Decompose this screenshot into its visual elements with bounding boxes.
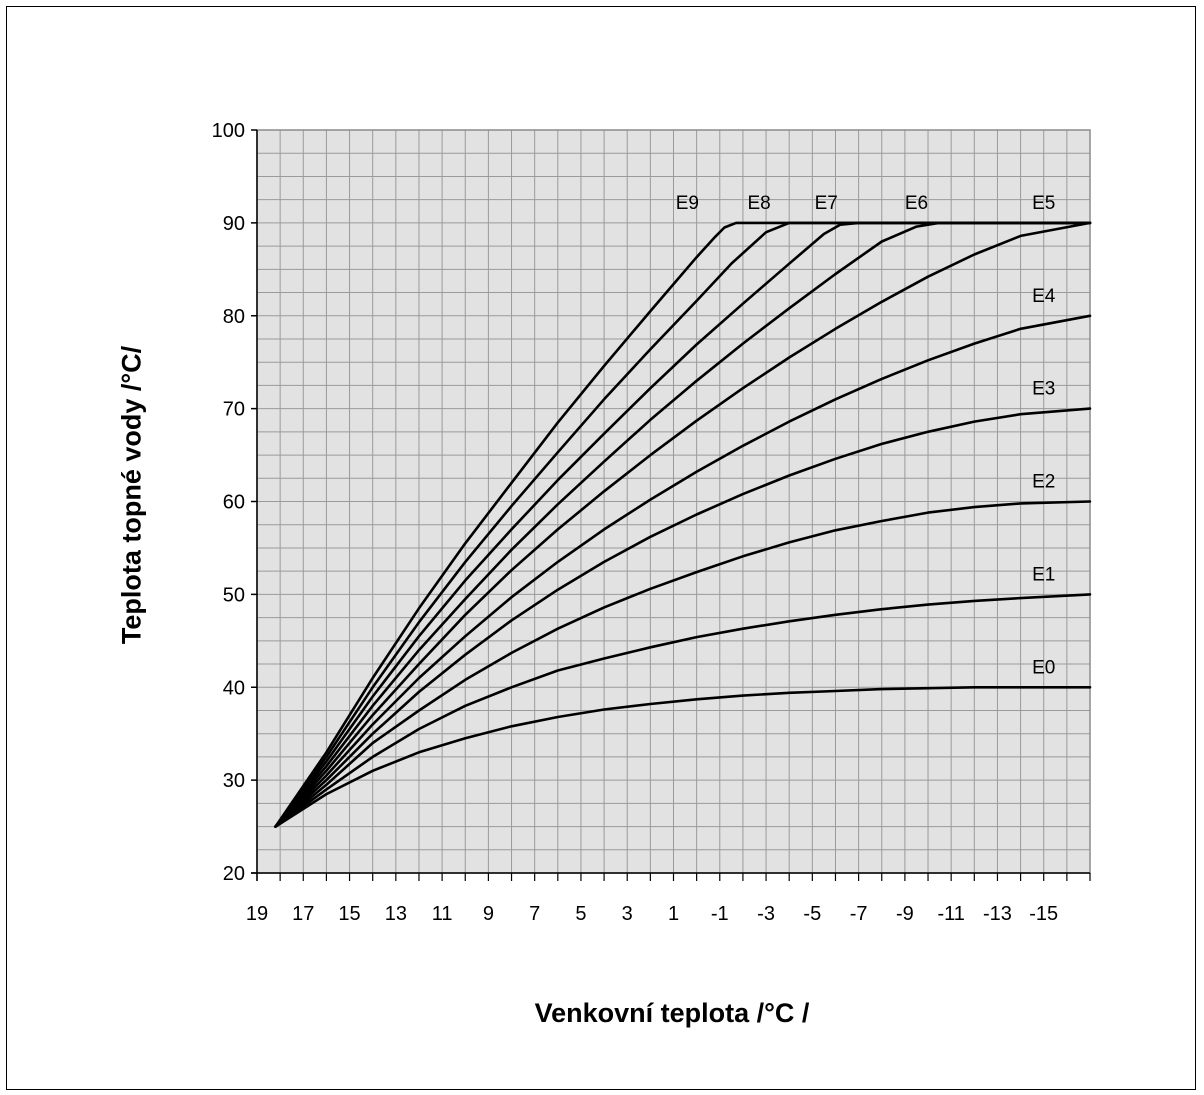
series-labels: E0 E1 E2 E3 E4 E5 E6 E7 E8 E9 xyxy=(676,193,1056,678)
x-tick-label: 19 xyxy=(246,903,268,925)
series-line-e8 xyxy=(274,221,1092,828)
x-tick-label: 3 xyxy=(622,903,633,925)
x-tick-label: 17 xyxy=(292,903,314,925)
x-tick-label: 15 xyxy=(338,903,360,925)
chart-frame xyxy=(6,6,1196,1090)
x-tick-label: 11 xyxy=(432,903,453,925)
x-tick-label: 9 xyxy=(483,903,494,925)
x-tick-label: 5 xyxy=(575,903,586,925)
y-tick-label: 70 xyxy=(223,399,245,421)
y-axis-title: Teplota topné vody /°C/ xyxy=(116,345,147,645)
series-line-e3 xyxy=(274,407,1092,828)
x-tick-label: -13 xyxy=(983,903,1012,925)
series-lines xyxy=(274,221,1092,828)
x-tick-label: 1 xyxy=(668,903,679,925)
y-tick-label: 20 xyxy=(223,863,245,885)
x-tick-label: 13 xyxy=(385,903,407,925)
x-tick-label: -5 xyxy=(803,903,821,925)
x-tick-label: -3 xyxy=(757,903,775,925)
series-label-e8: E8 xyxy=(747,193,770,214)
y-tick-label: 40 xyxy=(223,677,245,699)
x-tick-label: -9 xyxy=(896,903,914,925)
series-label-e9: E9 xyxy=(676,193,699,214)
series-label-e1: E1 xyxy=(1032,564,1055,585)
series-line-e5 xyxy=(274,221,1092,828)
series-label-e5: E5 xyxy=(1032,193,1055,214)
y-tick-label: 50 xyxy=(223,584,245,606)
x-tick-label: -1 xyxy=(711,903,729,925)
x-tick-label: -15 xyxy=(1029,903,1058,925)
y-tick-label: 100 xyxy=(212,120,245,142)
y-tick-label: 60 xyxy=(223,492,245,514)
series-label-e4: E4 xyxy=(1032,286,1056,307)
series-label-e2: E2 xyxy=(1032,472,1055,493)
x-tick-label: 7 xyxy=(529,903,540,925)
series-line-e7 xyxy=(274,221,1092,828)
x-axis-title: Venkovní teplota /°C / xyxy=(534,998,810,1028)
series-label-e7: E7 xyxy=(815,193,838,214)
y-tick-label: 80 xyxy=(223,306,245,328)
y-tick-label: 30 xyxy=(223,770,245,792)
tick-labels: 20 30 40 50 60 70 80 90 100 19 17 15 13 11 9 7 5 3 1 -1 -3 -5… xyxy=(212,120,1059,925)
series-line-e6 xyxy=(274,221,1092,828)
axes xyxy=(251,129,1091,881)
series-label-e6: E6 xyxy=(905,193,928,214)
series-line-e9 xyxy=(274,221,1092,828)
series-line-e4 xyxy=(274,314,1092,828)
y-tick-label: 90 xyxy=(223,213,245,235)
series-label-e3: E3 xyxy=(1032,379,1055,400)
x-tick-label: -11 xyxy=(937,903,964,925)
series-line-e2 xyxy=(274,500,1092,828)
x-tick-label: -7 xyxy=(850,903,868,925)
series-label-e0: E0 xyxy=(1032,657,1055,678)
series-line-e1 xyxy=(274,593,1092,828)
series-line-e0 xyxy=(274,685,1092,828)
